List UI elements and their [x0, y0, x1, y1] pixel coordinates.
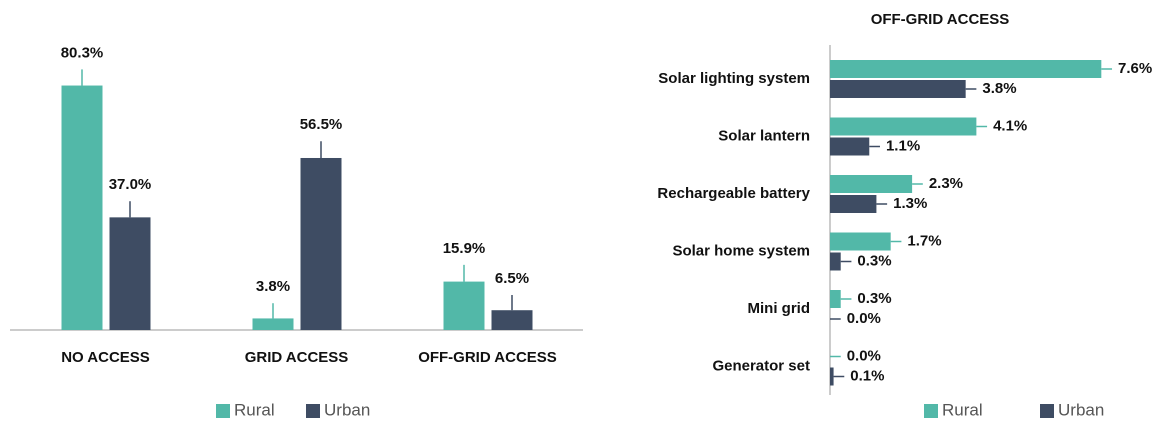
data-label: 15.9% [443, 240, 486, 257]
legend-label: Rural [942, 400, 983, 419]
y-tick-label: Solar lantern [718, 127, 810, 144]
x-tick-label: NO ACCESS [61, 349, 150, 366]
bar [830, 60, 1102, 78]
data-label: 7.6% [1118, 60, 1152, 77]
bar [830, 367, 834, 386]
legend-swatch [1040, 404, 1054, 418]
data-label: 0.1% [850, 367, 884, 384]
y-tick-label: Mini grid [748, 300, 811, 317]
legend-label: Urban [324, 400, 370, 419]
bar [830, 175, 913, 193]
data-label: 37.0% [109, 176, 152, 193]
data-label: 0.3% [857, 252, 891, 269]
legend-label: Rural [234, 400, 275, 419]
legend-swatch [216, 404, 230, 418]
bar [830, 80, 966, 98]
data-label: 6.5% [495, 270, 529, 287]
x-tick-label: OFF-GRID ACCESS [418, 349, 557, 366]
x-tick-label: GRID ACCESS [245, 349, 349, 366]
chart-title: OFF-GRID ACCESS [871, 11, 1010, 28]
y-tick-label: Rechargeable battery [657, 185, 810, 202]
bar [830, 232, 891, 251]
data-label: 0.0% [847, 347, 881, 364]
data-label: 0.0% [847, 310, 881, 327]
bar [109, 217, 151, 330]
y-tick-label: Solar lighting system [658, 70, 810, 87]
y-tick-label: Solar home system [672, 242, 810, 259]
bar [252, 318, 294, 330]
bar [830, 252, 841, 271]
bar [300, 157, 342, 330]
legend-label: Urban [1058, 400, 1104, 419]
data-label: 3.8% [982, 80, 1016, 97]
data-label: 1.3% [893, 195, 927, 212]
data-label: 2.3% [929, 175, 963, 192]
bar [491, 310, 533, 330]
bar [830, 195, 877, 213]
data-label: 0.3% [857, 290, 891, 307]
data-label: 4.1% [993, 117, 1027, 134]
bar [61, 85, 103, 330]
data-label: 56.5% [300, 116, 343, 133]
data-label: 80.3% [61, 44, 104, 61]
y-tick-label: Generator set [712, 357, 810, 374]
legend-swatch [924, 404, 938, 418]
bar [830, 290, 841, 308]
data-label: 1.7% [907, 232, 941, 249]
legend-swatch [306, 404, 320, 418]
bar [443, 281, 485, 330]
bar [830, 137, 870, 156]
data-label: 3.8% [256, 278, 290, 295]
data-label: 1.1% [886, 137, 920, 154]
bar [830, 117, 977, 136]
